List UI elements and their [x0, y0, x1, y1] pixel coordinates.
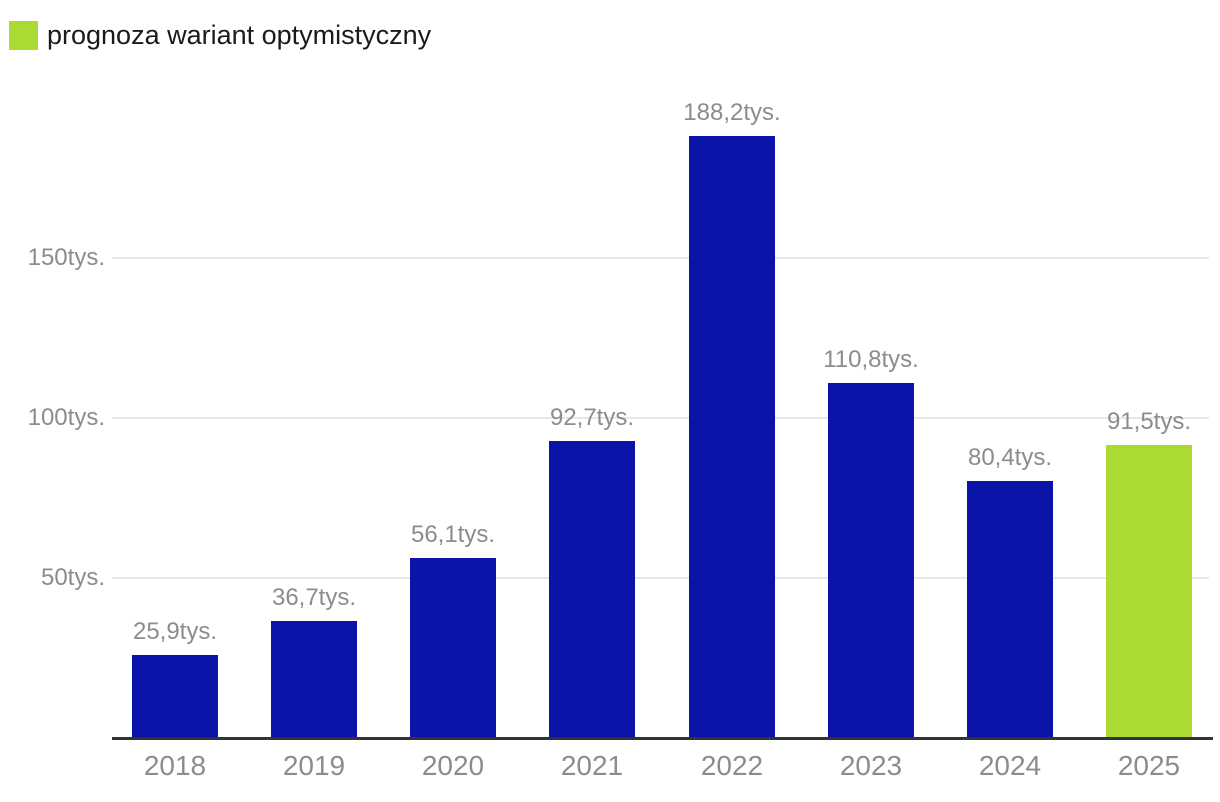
bar-2024[interactable]: [967, 481, 1053, 738]
bar-value-label: 110,8tys.: [823, 346, 919, 373]
bar-value-label: 25,9tys.: [132, 618, 218, 645]
legend-item-forecast[interactable]: prognoza wariant optymistyczny: [9, 21, 431, 50]
bar-2022[interactable]: [689, 136, 775, 738]
y-axis-tick-label: 50tys.: [40, 564, 105, 591]
bar-value-label: 36,7tys.: [271, 584, 357, 611]
bar-2023[interactable]: [828, 383, 914, 738]
x-axis-label-2018: 2018: [143, 750, 207, 781]
x-axis-label-2022: 2022: [700, 750, 764, 781]
gridline-50: [112, 577, 1209, 579]
x-axis-label-2024: 2024: [978, 750, 1042, 781]
x-axis-label-2020: 2020: [421, 750, 485, 781]
legend-label: prognoza wariant optymistyczny: [47, 20, 432, 50]
x-axis-label-2021: 2021: [560, 750, 624, 781]
x-axis-line: [112, 737, 1213, 740]
bar-2018[interactable]: [132, 655, 218, 738]
x-axis-label-2019: 2019: [282, 750, 346, 781]
bar-value-label: 56,1tys.: [410, 521, 496, 548]
y-axis-tick-label: 100tys.: [27, 404, 105, 431]
bar-2020[interactable]: [410, 558, 496, 738]
legend-swatch-icon: [9, 21, 38, 50]
gridline-100: [112, 417, 1209, 419]
y-axis-tick-label: 150tys.: [27, 244, 105, 271]
bar-2025-forecast[interactable]: [1106, 445, 1192, 738]
bar-value-label: 80,4tys.: [967, 444, 1053, 471]
bar-value-label: 188,2tys.: [683, 99, 781, 126]
bar-2019[interactable]: [271, 621, 357, 738]
x-axis-label-2023: 2023: [839, 750, 903, 781]
gridline-150: [112, 257, 1209, 259]
bar-value-label: 91,5tys.: [1106, 408, 1192, 435]
x-axis-label-2025: 2025: [1117, 750, 1181, 781]
bar-2021[interactable]: [549, 441, 635, 738]
bar-value-label: 92,7tys.: [549, 404, 635, 431]
